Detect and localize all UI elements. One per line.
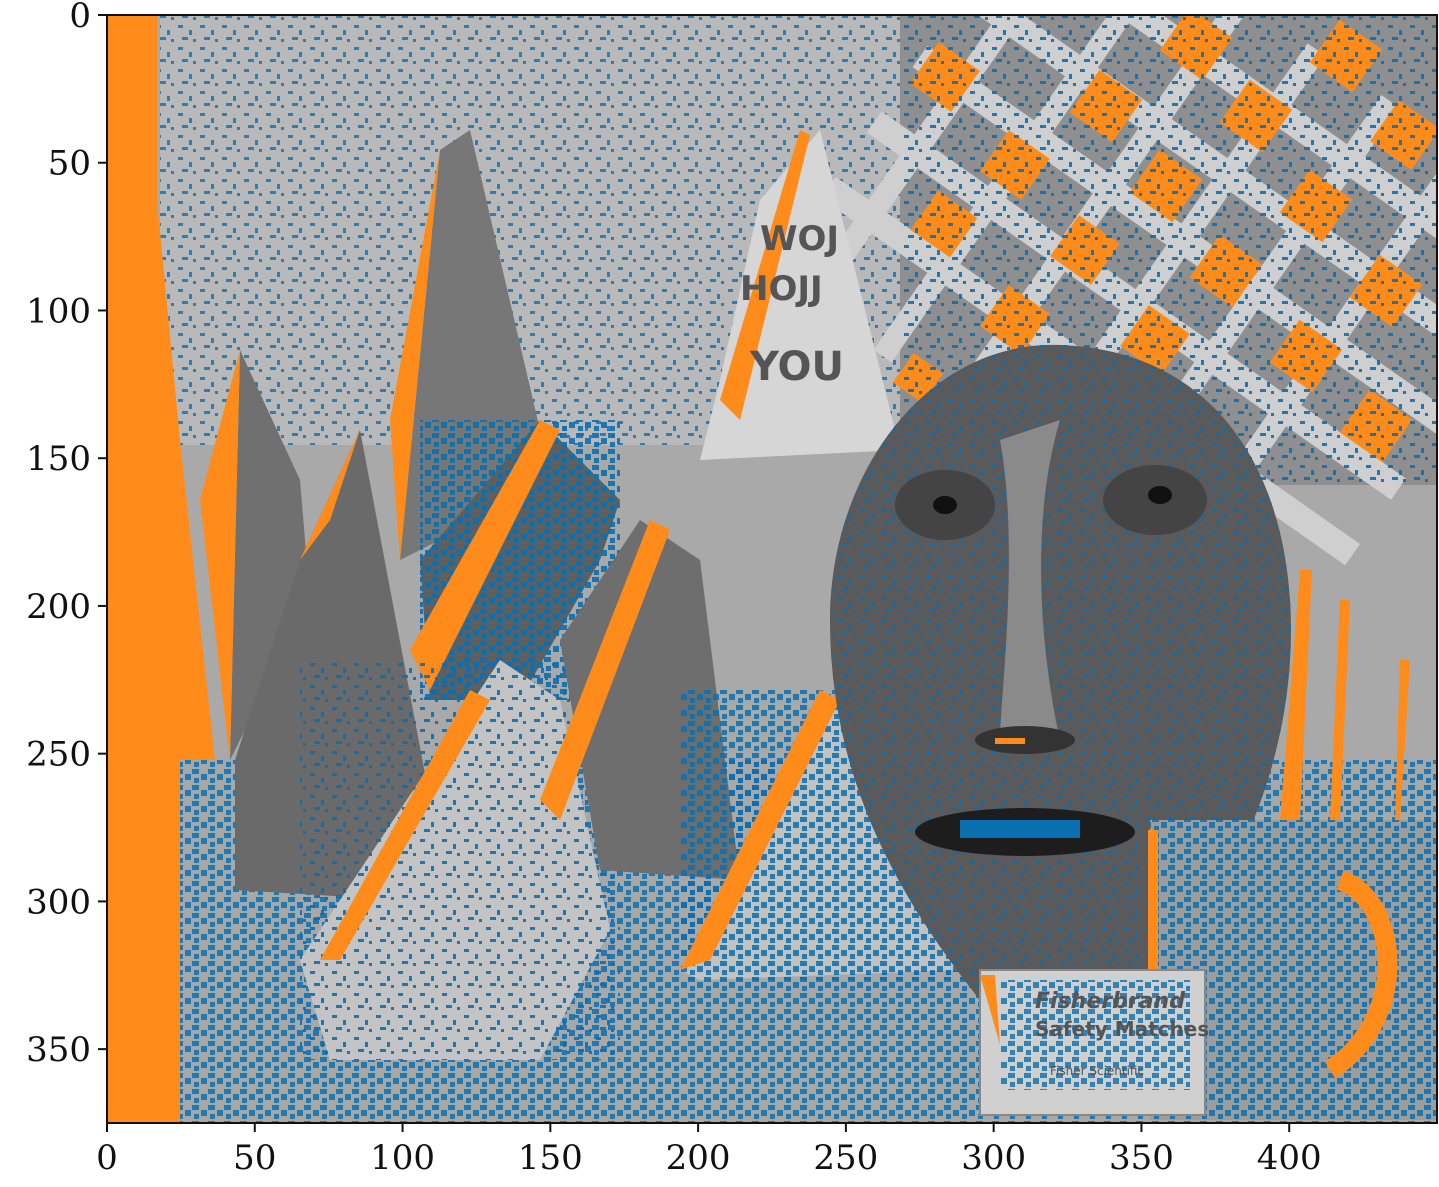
x-tick-label: 400: [1257, 1138, 1322, 1178]
cone-text-line3: YOU: [749, 344, 844, 390]
x-tick-label: 200: [666, 1138, 731, 1178]
x-tick-label: 100: [370, 1138, 435, 1178]
y-tick-label: 250: [26, 735, 91, 775]
x-axis: 0 50 100 150 200 250 300 350 400: [96, 1123, 1322, 1178]
y-tick-label: 350: [26, 1030, 91, 1070]
right-edge-slivers: [1280, 570, 1410, 820]
y-tick-label: 0: [69, 0, 91, 36]
x-tick-label: 150: [518, 1138, 583, 1178]
axes-frame: [106, 14, 1438, 1124]
matchbox-maker: Fisher Scientific: [1050, 1064, 1144, 1078]
y-tick-label: 200: [26, 587, 91, 627]
x-tick-label: 350: [1109, 1138, 1174, 1178]
image-area: WOJ HOJJ YOU: [107, 15, 1437, 1123]
cone-text-line1: WOJ: [760, 219, 839, 259]
matchbox-brand: Fisherbrand: [1035, 989, 1185, 1014]
y-tick-label: 150: [26, 439, 91, 479]
cone-text-line2: HOJJ: [740, 269, 823, 309]
lattice: [799, 15, 1437, 569]
y-tick-label: 300: [26, 882, 91, 922]
x-tick-label: 50: [233, 1138, 276, 1178]
matchbox-label: Safety Matches: [1035, 1017, 1209, 1041]
x-tick-label: 250: [813, 1138, 878, 1178]
y-tick-label: 100: [26, 291, 91, 331]
y-tick-label: 50: [48, 144, 91, 184]
matchbox: Fisherbrand Safety Matches Fisher Scient…: [979, 969, 1209, 1116]
party-hats: [200, 130, 980, 1060]
x-tick-label: 300: [961, 1138, 1026, 1178]
x-tick-label: 0: [96, 1138, 118, 1178]
y-axis: 0 50 100 150 200 250 300 350: [26, 0, 107, 1070]
cone-text: WOJ HOJJ YOU: [740, 219, 844, 390]
